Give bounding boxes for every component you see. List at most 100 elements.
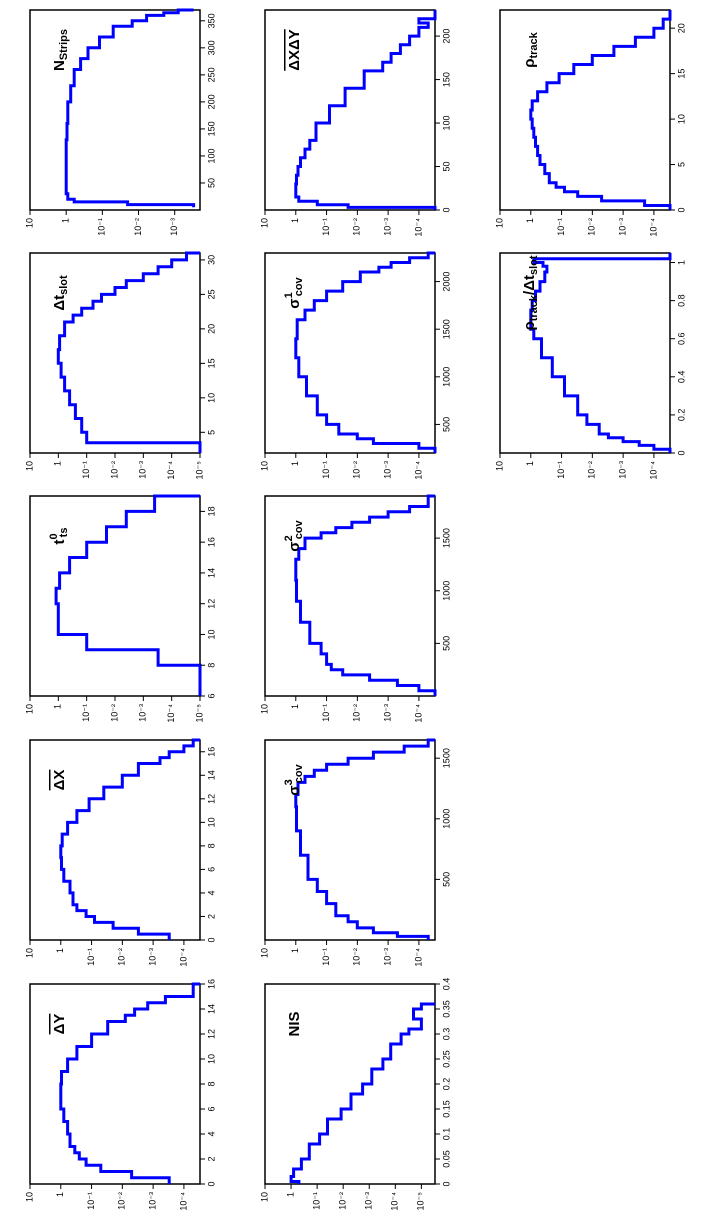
x-tick-label: 0	[206, 937, 216, 942]
plot-frame	[29, 9, 201, 211]
x-tick-label: 300	[206, 40, 216, 55]
y-tick-label: 10⁻²	[587, 461, 597, 479]
x-tick-label: 0	[441, 1181, 451, 1186]
x-tick-label: 50	[206, 178, 216, 188]
y-tick-label: 10⁻⁴	[178, 1192, 188, 1211]
x-tick-label: 0	[206, 1181, 216, 1186]
label-sub: track	[528, 31, 540, 58]
y-tick-label: 10	[24, 1192, 34, 1202]
panel-label: ΔXΔY	[286, 29, 303, 71]
x-tick-label: 500	[441, 417, 451, 432]
y-tick-label: 10	[24, 704, 34, 714]
histogram-series	[294, 494, 437, 696]
x-tick-label: 5	[206, 430, 216, 435]
histogram-series	[59, 738, 200, 940]
panel-label: ρtrack	[521, 31, 540, 67]
y-tick-label: 10⁻¹	[311, 1192, 321, 1210]
x-tick-label: 50	[441, 162, 451, 172]
x-tick-label: 8	[206, 663, 216, 668]
y-tick-label: 10⁻⁴	[390, 1192, 400, 1211]
label-sup: 3	[283, 779, 295, 785]
y-tick-label: 1	[290, 218, 300, 223]
plot-frame	[499, 9, 671, 211]
y-tick-label: 10⁻⁵	[416, 1192, 426, 1211]
y-tick-label: 10⁻¹	[556, 461, 566, 479]
x-tick-label: 2	[206, 914, 216, 919]
plot-frame	[29, 495, 201, 697]
panel-label: NIS	[286, 1011, 303, 1036]
x-tick-label: 0	[676, 207, 686, 212]
y-tick-label: 10	[259, 704, 269, 714]
y-tick-label: 1	[525, 461, 535, 466]
plot-frame	[264, 739, 436, 941]
y-tick-label: 10⁻³	[617, 218, 627, 236]
label-sub: cov	[293, 519, 305, 539]
x-tick-label: 1500	[441, 528, 451, 548]
x-tick-label: 1500	[441, 319, 451, 339]
panel-p10: 0 0.05 0.1 0.15 0.2 0.25 0.3 0.35 0.4 10 1 10⁻¹ 10⁻²…	[259, 978, 451, 1211]
histogram-series	[289, 1002, 435, 1184]
y-tick-label: 10⁻⁵	[194, 704, 204, 723]
x-tick-label: 200	[441, 29, 451, 44]
y-tick-label: 10⁻⁴	[166, 461, 176, 480]
plot-frame	[29, 739, 201, 941]
histogram-series	[56, 251, 202, 453]
label-sup: 0	[48, 533, 60, 539]
plot-frame	[264, 983, 436, 1185]
y-tick-label: 10⁻³	[138, 704, 148, 722]
plot-frame	[29, 252, 201, 454]
label-main: ΔX	[51, 770, 68, 791]
x-tick-label: 1000	[441, 809, 451, 829]
label-sub: cov	[293, 276, 305, 296]
y-tick-label: 10⁻⁴	[166, 704, 176, 723]
y-tick-label: 10⁻²	[109, 704, 119, 722]
label-main: ρ	[521, 59, 538, 68]
y-tick-label: 10⁻³	[364, 1192, 374, 1210]
y-tick-label: 10⁻¹	[86, 1192, 96, 1210]
y-tick-label: 1	[61, 218, 71, 223]
histogram-series	[294, 738, 435, 940]
label-main: ρ	[521, 321, 538, 330]
x-tick-label: 0.6	[676, 332, 686, 345]
y-tick-label: 10	[259, 1192, 269, 1202]
y-tick-label: 1	[290, 461, 300, 466]
x-tick-label: 0.1	[441, 1128, 451, 1141]
y-tick-label: 10	[259, 218, 269, 228]
x-tick-label: 350	[206, 13, 216, 28]
y-tick-label: 10⁻²	[352, 218, 362, 236]
panel-label: NStrips	[51, 29, 70, 71]
y-tick-label: 10⁻²	[117, 948, 127, 966]
y-tick-label: 10⁻³	[382, 948, 392, 966]
panel-p12: 0 0.2 0.4 0.6 0.8 1 10 1 10⁻¹ 10⁻² 10⁻³ 10⁻⁴ ρtrack/…	[494, 252, 686, 480]
label-main: t	[51, 539, 68, 544]
y-tick-label: 10	[24, 218, 34, 228]
histogram-series	[64, 8, 196, 208]
x-tick-label: 14	[206, 1004, 216, 1014]
x-tick-label: 2	[206, 1156, 216, 1161]
y-tick-label: 10	[24, 461, 34, 471]
x-tick-label: 0.4	[676, 371, 686, 384]
label-sub2: slot	[528, 255, 540, 275]
x-tick-label: 14	[206, 770, 216, 780]
y-tick-label: 10⁻²	[352, 948, 362, 966]
x-tick-label: 1500	[441, 748, 451, 768]
label-sup: 2	[283, 535, 295, 541]
y-tick-label: 10⁻⁴	[413, 218, 423, 237]
x-tick-label: 1	[676, 260, 686, 265]
y-tick-label: 10⁻⁴	[413, 704, 423, 723]
panel-p2: 5 10 15 20 25 30 10 1 10⁻¹ 10⁻² 10⁻³ 10⁻⁴ 10⁻⁵ Δtslot	[24, 251, 216, 480]
y-tick-label: 10	[24, 948, 34, 958]
panel-p6: 0 50 100 150 200 10 1 10⁻¹ 10⁻² 10⁻³ 10⁻⁴ ΔXΔY	[259, 9, 451, 237]
x-tick-label: 1000	[441, 581, 451, 601]
y-tick-label: 10	[259, 461, 269, 471]
y-tick-label: 1	[53, 704, 63, 709]
panel-p11: 0 5 10 15 20 10 1 10⁻¹ 10⁻² 10⁻³ 10⁻⁴ ρtrack	[494, 9, 686, 237]
y-tick-label: 10⁻²	[352, 461, 362, 479]
label-sup: 1	[283, 292, 295, 298]
y-tick-label: 10⁻⁴	[648, 461, 658, 480]
x-tick-label: 6	[206, 693, 216, 698]
y-tick-label: 1	[525, 218, 535, 223]
y-tick-label: 10⁻¹	[86, 948, 96, 966]
x-tick-label: 12	[206, 794, 216, 804]
